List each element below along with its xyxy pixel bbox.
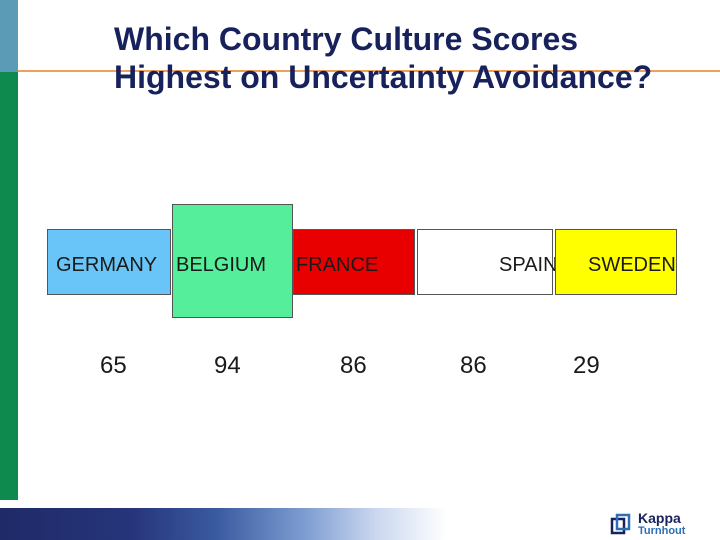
left-accent-bar-top	[0, 0, 18, 72]
left-accent-bar	[0, 72, 18, 500]
country-label-sweden: SWEDEN	[588, 254, 676, 276]
footer-gradient-bar	[0, 508, 720, 540]
country-label-france: FRANCE	[296, 254, 379, 276]
score-sweden: 29	[573, 352, 600, 379]
kappa-logo: Kappa Turnhout	[604, 510, 714, 538]
slide-title-line-2: Highest on Uncertainty Avoidance?	[114, 59, 653, 95]
score-france: 86	[340, 352, 367, 379]
score-germany: 65	[100, 352, 127, 379]
country-box-spain[interactable]: SPAIN	[417, 229, 558, 295]
logo-subtitle: Turnhout	[638, 525, 686, 537]
score-spain: 86	[460, 352, 487, 379]
logo-name: Kappa	[638, 510, 681, 526]
title-rule	[18, 70, 720, 72]
country-label-germany: GERMANY	[56, 254, 158, 276]
slide-title: Which Country Culture Scores Highest on …	[114, 20, 714, 96]
country-box-belgium[interactable]: BELGIUM	[172, 204, 293, 318]
country-box-germany[interactable]: GERMANY	[47, 229, 171, 295]
country-box-sweden[interactable]: SWEDEN	[555, 229, 677, 295]
slide-title-line-1: Which Country Culture Scores	[114, 21, 579, 57]
score-belgium: 94	[214, 352, 241, 379]
country-label-belgium: BELGIUM	[176, 254, 267, 276]
kappa-logo-icon	[610, 513, 631, 535]
country-box-france[interactable]: FRANCE	[293, 229, 415, 295]
country-label-spain: SPAIN	[499, 254, 558, 276]
